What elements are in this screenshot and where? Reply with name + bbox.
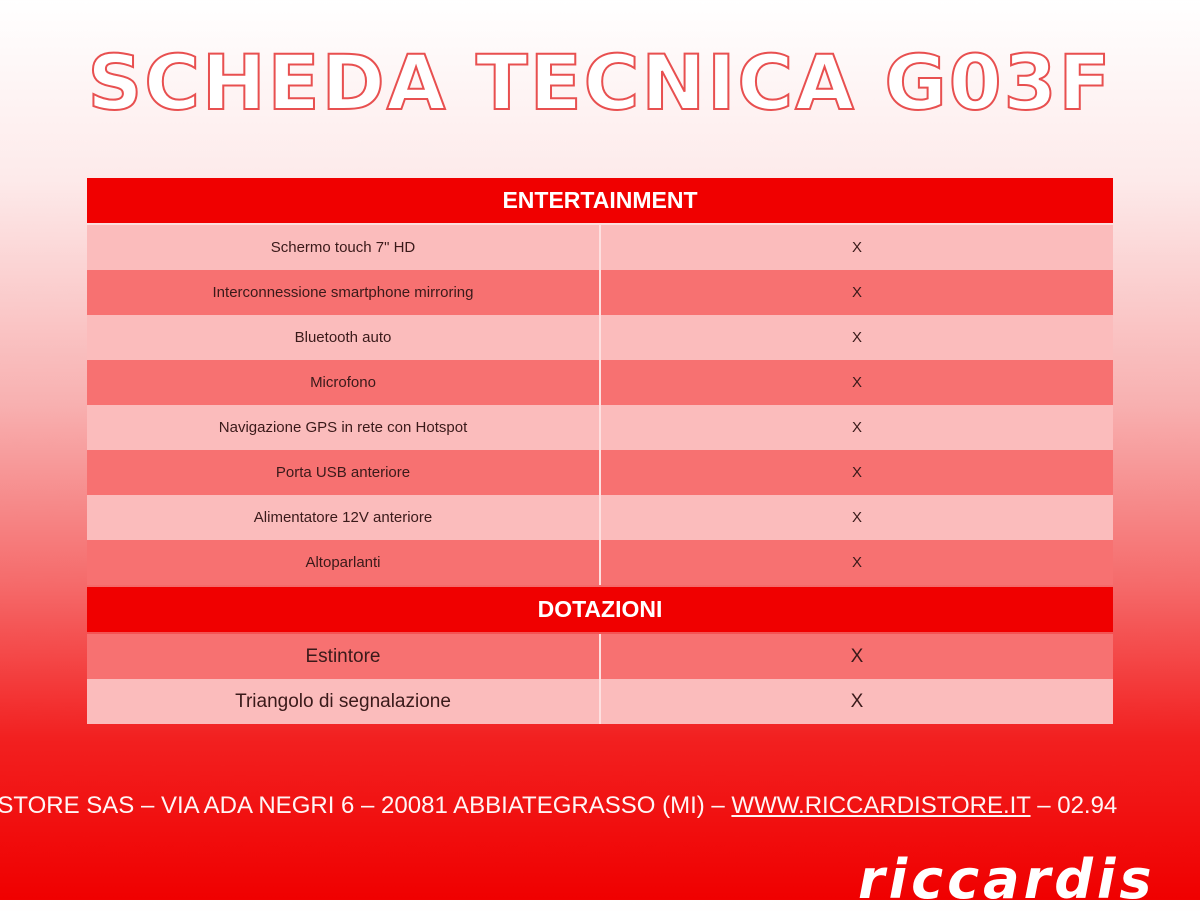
- section-header-dotazioni: DOTAZIONI: [87, 587, 1113, 632]
- value-cell: X: [851, 374, 862, 391]
- value-cell: X: [851, 464, 862, 481]
- table-row: Altoparlanti X: [87, 540, 1113, 585]
- footer-address: I STORE SAS – VIA ADA NEGRI 6 – 20081 AB…: [0, 792, 1117, 820]
- riccardi-logo: riccardis: [858, 848, 1156, 911]
- value-cell: X: [851, 509, 862, 526]
- website-link[interactable]: WWW.RICCARDISTORE.IT: [731, 792, 1031, 819]
- table-row: Estintore X: [87, 634, 1113, 679]
- table-row: Alimentatore 12V anteriore X: [87, 495, 1113, 540]
- feature-cell: Navigazione GPS in rete con Hotspot: [87, 405, 601, 450]
- value-cell: X: [851, 284, 862, 301]
- table-row: Microfono X: [87, 360, 1113, 405]
- table-row: Triangolo di segnalazione X: [87, 679, 1113, 724]
- spec-table: ENTERTAINMENT Schermo touch 7" HD X Inter…: [87, 178, 1113, 724]
- value-cell: X: [851, 329, 862, 346]
- feature-cell: Estintore: [87, 634, 601, 679]
- value-cell: X: [851, 554, 862, 571]
- feature-cell: Interconnessione smartphone mirroring: [87, 270, 601, 315]
- value-cell: X: [850, 645, 864, 667]
- page-title: SCHEDA TECNICA G03F: [87, 37, 1113, 128]
- value-cell: X: [851, 419, 862, 436]
- feature-cell: Altoparlanti: [87, 540, 601, 585]
- table-row: Navigazione GPS in rete con Hotspot X: [87, 405, 1113, 450]
- value-cell: X: [850, 690, 864, 712]
- feature-cell: Schermo touch 7" HD: [87, 225, 601, 270]
- phone-text: – 02.94: [1030, 792, 1118, 819]
- feature-cell: Porta USB anteriore: [87, 450, 601, 495]
- table-row: Schermo touch 7" HD X: [87, 225, 1113, 270]
- table-row: Bluetooth auto X: [87, 315, 1113, 360]
- value-cell: X: [851, 239, 862, 256]
- feature-cell: Bluetooth auto: [87, 315, 601, 360]
- table-row: Interconnessione smartphone mirroring X: [87, 270, 1113, 315]
- address-text: I STORE SAS – VIA ADA NEGRI 6 – 20081 AB…: [0, 792, 732, 819]
- feature-cell: Microfono: [87, 360, 601, 405]
- table-row: Porta USB anteriore X: [87, 450, 1113, 495]
- feature-cell: Triangolo di segnalazione: [87, 679, 601, 724]
- section-header-entertainment: ENTERTAINMENT: [87, 178, 1113, 223]
- feature-cell: Alimentatore 12V anteriore: [87, 495, 601, 540]
